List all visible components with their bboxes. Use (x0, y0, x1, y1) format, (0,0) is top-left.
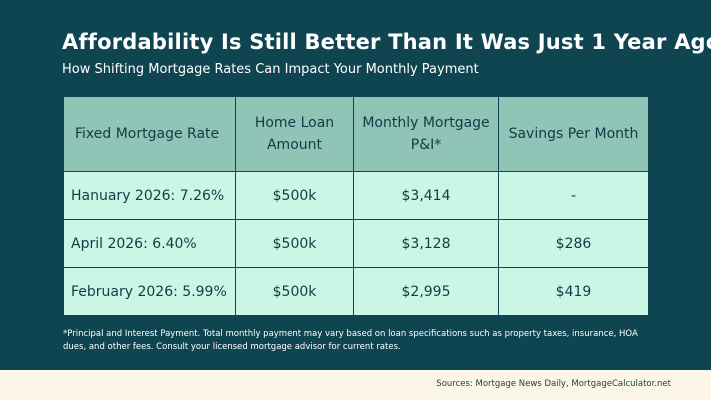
page-subtitle: How Shifting Mortgage Rates Can Impact Y… (62, 62, 479, 77)
table-row: Hanuary 2026: 7.26% $500k $3,414 - (63, 171, 649, 220)
loan-amount-cell: $500k (235, 267, 354, 316)
monthly-payment-cell: $2,995 (353, 267, 499, 316)
savings-cell: $286 (498, 219, 649, 268)
column-header-savings: Savings Per Month (498, 96, 649, 172)
table-row: April 2026: 6.40% $500k $3,128 $286 (63, 219, 649, 268)
rate-cell: April 2026: 6.40% (63, 219, 236, 268)
column-header-loan-amount: Home Loan Amount (235, 96, 354, 172)
footer-bar: Sources: Mortgage News Daily, MortgageCa… (0, 370, 711, 400)
table-row: February 2026: 5.99% $500k $2,995 $419 (63, 267, 649, 316)
column-header-monthly-payment: Monthly Mortgage P&I* (353, 96, 499, 172)
rate-cell: February 2026: 5.99% (63, 267, 236, 316)
page-title: Affordability Is Still Better Than It Wa… (62, 30, 711, 54)
mortgage-rates-table: Fixed Mortgage Rate Home Loan Amount Mon… (63, 96, 649, 316)
monthly-payment-cell: $3,414 (353, 171, 499, 220)
loan-amount-cell: $500k (235, 219, 354, 268)
savings-cell: $419 (498, 267, 649, 316)
column-header-fixed-rate: Fixed Mortgage Rate (63, 96, 236, 172)
table-header-row: Fixed Mortgage Rate Home Loan Amount Mon… (63, 96, 649, 172)
savings-cell: - (498, 171, 649, 220)
monthly-payment-cell: $3,128 (353, 219, 499, 268)
rate-cell: Hanuary 2026: 7.26% (63, 171, 236, 220)
disclaimer-text: *Principal and Interest Payment. Total m… (63, 329, 638, 352)
sources-text: Sources: Mortgage News Daily, MortgageCa… (436, 379, 671, 389)
loan-amount-cell: $500k (235, 171, 354, 220)
